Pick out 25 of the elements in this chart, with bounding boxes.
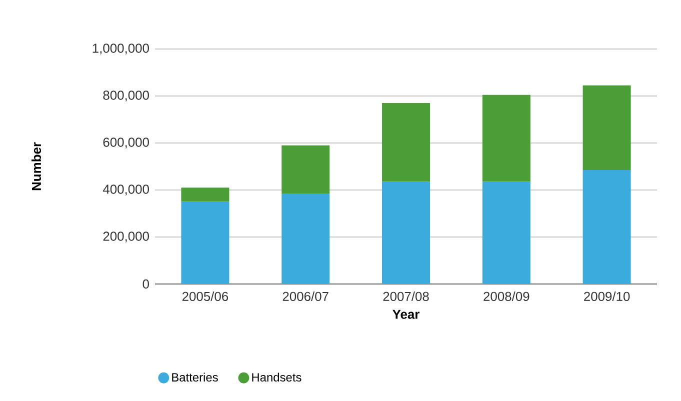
bar: [282, 145, 330, 194]
y-axis-title: Number: [32, 142, 42, 190]
y-tick-label: 1,000,000: [92, 44, 149, 54]
x-tick-label: 2008/09: [484, 292, 530, 302]
y-tick-label: 400,000: [102, 184, 149, 196]
y-tick-label: 600,000: [103, 138, 149, 148]
legend-label: Batteries: [172, 372, 218, 382]
bar: [181, 202, 230, 284]
bar: [582, 85, 631, 170]
bar: [482, 94, 530, 182]
y-tick-label: 800,000: [103, 90, 149, 102]
y-tick-label: 200,000: [103, 232, 149, 242]
bar: [382, 103, 430, 182]
bar: [181, 188, 230, 202]
y-tick-label: 0: [142, 279, 149, 289]
x-tick-label: 2007/08: [383, 292, 429, 302]
bar: [282, 194, 330, 284]
x-tick-label: 2009/10: [584, 292, 630, 302]
x-tick-label: 2005/06: [182, 292, 228, 302]
bar: [382, 182, 430, 284]
x-tick-label: 2006/07: [282, 292, 328, 302]
bar: [582, 170, 631, 284]
legend-label: Handsets: [252, 372, 302, 382]
bar: [482, 182, 530, 284]
x-axis-title: Year: [392, 310, 420, 319]
